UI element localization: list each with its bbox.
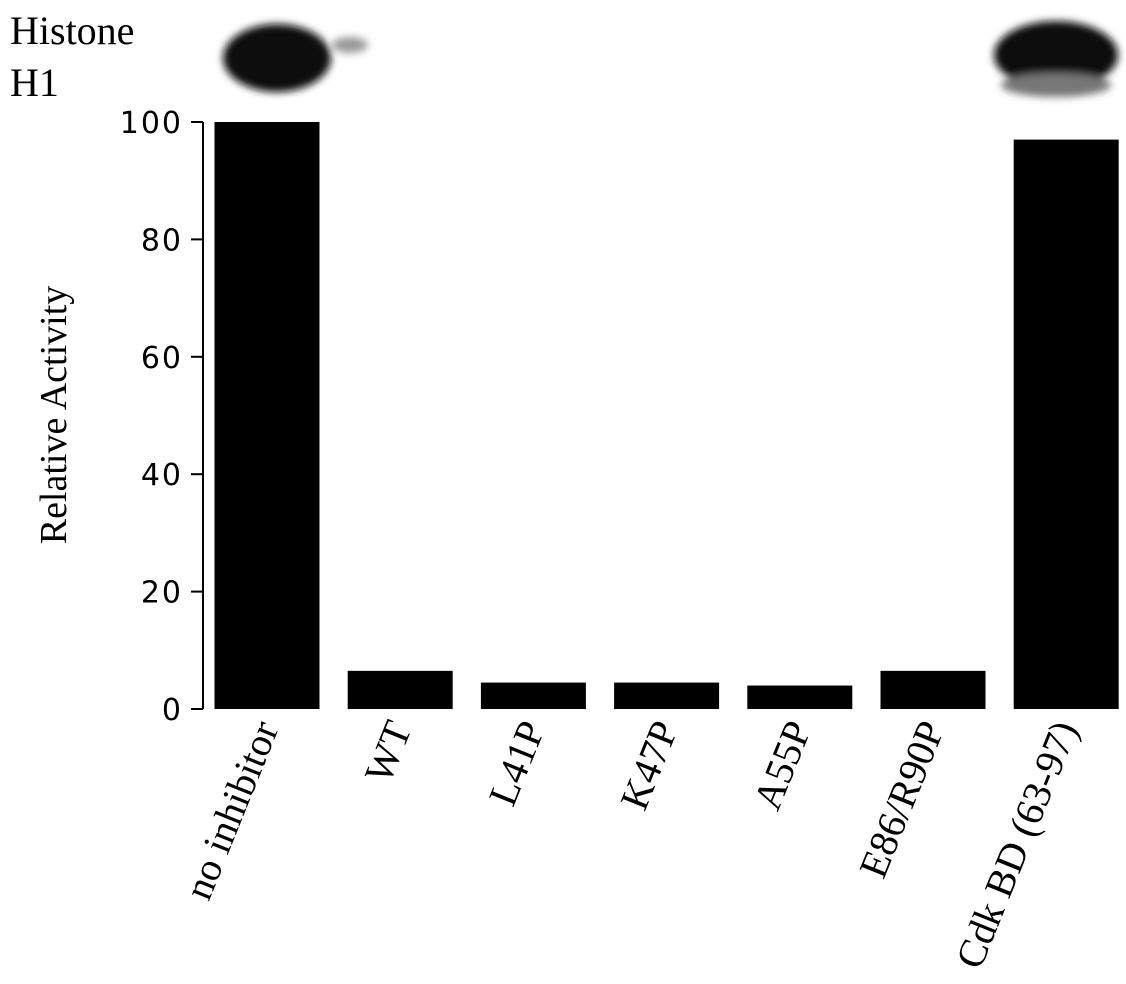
x-tick-label: no inhibitor	[175, 715, 287, 906]
chart: Histone H1 Relative Activity 0 20 40 60 80 10…	[0, 0, 1126, 984]
x-tick-label: E86/R90P	[850, 715, 953, 884]
y-tick-label: 40	[141, 458, 183, 493]
x-tick-label: WT	[356, 715, 421, 790]
bar	[215, 122, 320, 709]
x-tick-label: Cdk BD (63-97)	[947, 715, 1087, 975]
bar	[1014, 140, 1119, 709]
gel-label: H1	[10, 60, 59, 105]
x-tick-label: L41P	[480, 715, 554, 812]
bar	[881, 671, 986, 709]
y-tick-label: 60	[141, 341, 183, 376]
x-tick-label: K47P	[611, 715, 687, 816]
bar	[614, 683, 719, 709]
bar	[348, 671, 453, 709]
x-tick-label: A55P	[744, 715, 820, 816]
bar	[747, 686, 852, 709]
y-tick-label: 20	[141, 576, 183, 611]
page: {"chart_data": {"type": "bar", "gel_labe…	[0, 0, 1126, 984]
gel-label: Histone	[10, 8, 134, 53]
y-tick-label: 80	[141, 223, 183, 258]
y-tick-label: 100	[120, 106, 183, 141]
y-axis-title: Relative Activity	[33, 286, 75, 545]
y-tick-label: 0	[162, 693, 183, 728]
gel-band-left	[223, 24, 368, 92]
gel-band-right	[994, 21, 1118, 97]
bar	[481, 683, 586, 709]
